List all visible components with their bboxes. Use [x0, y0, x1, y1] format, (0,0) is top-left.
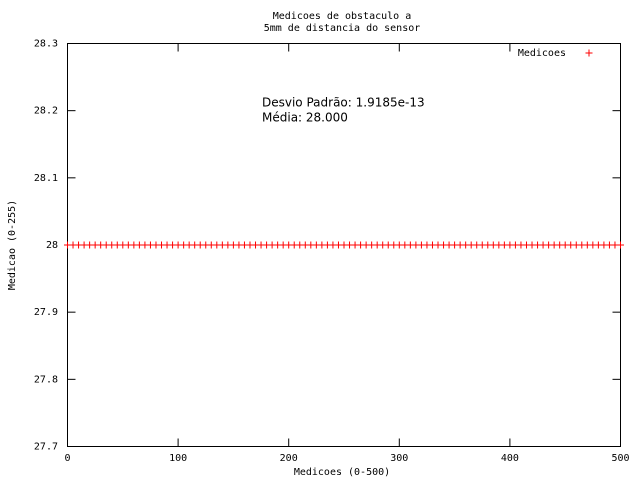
- chart-title: 5mm de distancia do sensor: [264, 23, 421, 34]
- annotation: Desvio Padrão: 1.9185e-13: [262, 96, 425, 110]
- y-tick-label: 28.1: [34, 173, 58, 184]
- x-tick-label: 0: [64, 453, 70, 464]
- legend-marker: [585, 49, 593, 57]
- legend-label: Medicoes: [518, 48, 566, 59]
- y-tick-label: 28: [46, 240, 58, 251]
- x-tick-label: 200: [280, 453, 298, 464]
- x-tick-label: 400: [501, 453, 519, 464]
- x-axis-label: Medicoes (0-500): [294, 467, 390, 478]
- y-tick-label: 27.7: [34, 442, 58, 453]
- x-tick-label: 500: [611, 453, 629, 464]
- y-tick-label: 28.2: [34, 106, 58, 117]
- y-tick-label: 28.3: [34, 39, 58, 50]
- x-tick-label: 100: [169, 453, 187, 464]
- chart-title: Medicoes de obstaculo a: [273, 11, 411, 22]
- y-axis-label: Medicao (0-255): [7, 200, 18, 290]
- annotation: Média: 28.000: [262, 111, 348, 125]
- y-tick-label: 27.8: [34, 374, 58, 385]
- point: [617, 241, 624, 249]
- x-tick-label: 300: [390, 453, 408, 464]
- y-tick-label: 27.9: [34, 307, 58, 318]
